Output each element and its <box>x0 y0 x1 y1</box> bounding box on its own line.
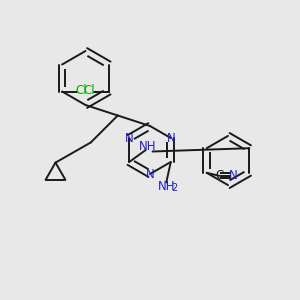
Text: N: N <box>167 131 175 145</box>
Text: Cl: Cl <box>76 83 87 97</box>
Text: NH: NH <box>158 179 175 193</box>
Text: C: C <box>215 169 224 182</box>
Text: Cl: Cl <box>84 83 95 97</box>
Text: N: N <box>125 131 134 145</box>
Text: 2: 2 <box>171 183 177 193</box>
Text: N: N <box>146 167 154 181</box>
Text: NH: NH <box>139 140 156 153</box>
Text: N: N <box>229 169 238 182</box>
